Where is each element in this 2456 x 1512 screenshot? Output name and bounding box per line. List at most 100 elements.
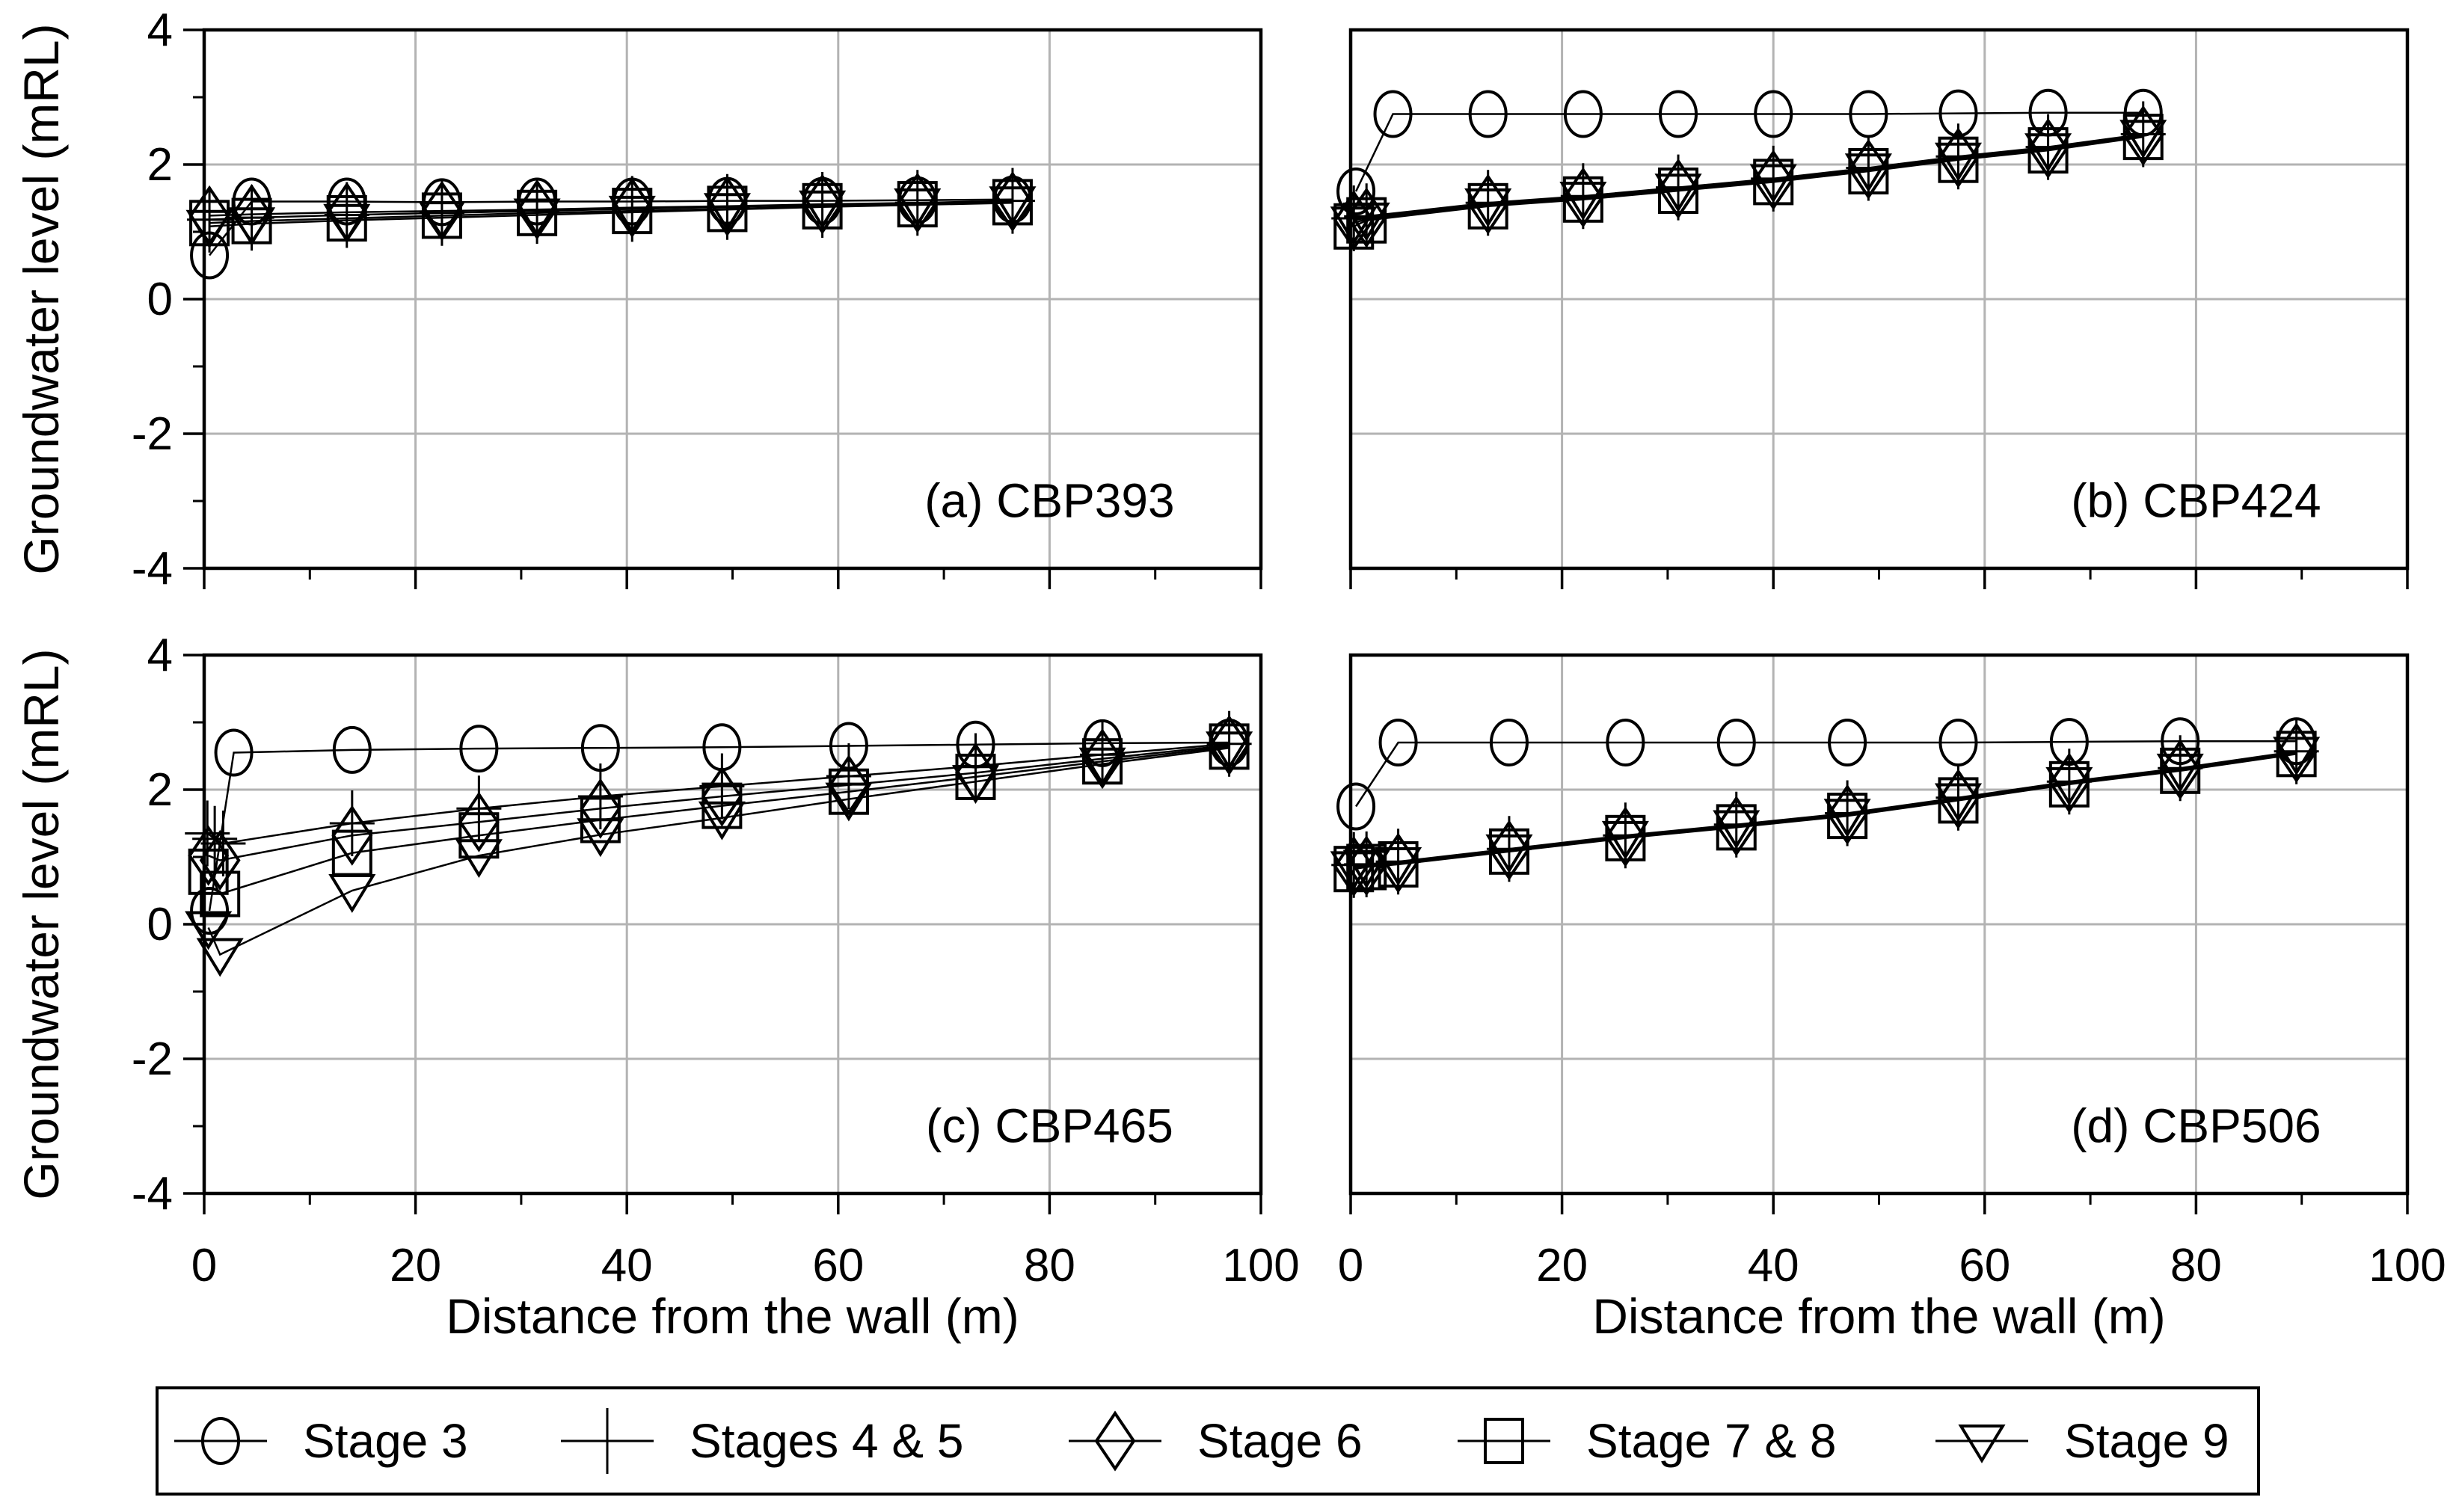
marker-triangle-down (228, 207, 276, 247)
marker-square (1938, 136, 1979, 183)
marker-triangle-down (328, 874, 376, 913)
gridlines (204, 655, 1261, 1193)
marker-square (458, 812, 500, 859)
x-tick-label: 100 (1222, 1240, 1299, 1291)
marker-triangle-down (2045, 766, 2093, 806)
marker-triangle-down (1342, 202, 1390, 242)
y-axis-title: Groundwater level (mRL) (13, 23, 69, 574)
x-tick-label: 100 (2368, 1240, 2446, 1291)
marker-circle (1489, 719, 1529, 766)
x-tick-label: 40 (1748, 1240, 1799, 1291)
x-tick-label: 40 (601, 1240, 653, 1291)
panel-d: 0 20 40 60 80 100 Distance from the wall (m) (d… (1330, 653, 2446, 1344)
marker-circle (190, 887, 230, 935)
marker-circle (214, 728, 254, 777)
series-line (1353, 135, 2143, 224)
marker-plus (329, 790, 375, 856)
marker-square (1346, 197, 1387, 244)
marker-diamond (2276, 722, 2318, 784)
marker-diamond (992, 170, 1034, 233)
x-axis-title: Distance from the wall (m) (446, 1288, 1019, 1344)
marker-triangle-down (799, 190, 847, 230)
y-axis-title: Groundwater level (mRL) (13, 648, 69, 1199)
marker-diamond (331, 805, 373, 866)
marker-circle (1606, 719, 1645, 766)
marker-diamond (1938, 769, 1979, 830)
marker-square (2027, 127, 2069, 174)
marker-circle (1336, 168, 1376, 215)
marker-plus (456, 775, 502, 842)
series-line (1354, 133, 2143, 220)
marker-circle (1336, 782, 1376, 831)
marker-triangle-down (185, 209, 233, 249)
marker-diamond (707, 176, 748, 237)
marker-circle (1659, 90, 1698, 138)
gridlines (1351, 655, 2407, 1193)
marker-square (1605, 814, 1646, 861)
marker-square (2048, 760, 2090, 808)
ticks (1349, 1193, 2409, 1214)
x-tick-label: 60 (812, 1240, 864, 1291)
marker-diamond (1094, 1410, 1136, 1472)
legend-item-stage-9: Stage 9 (1935, 1414, 2229, 1468)
marker-circle (1378, 719, 1418, 766)
marker-triangle-down (185, 911, 233, 950)
marker-triangle-down (1654, 173, 1702, 213)
legend-label: Stage 9 (2064, 1414, 2229, 1468)
marker-plus (585, 1408, 630, 1474)
marker-circle (459, 725, 499, 773)
legend-label: Stage 3 (303, 1414, 468, 1468)
marker-triangle-down (2024, 133, 2072, 173)
legend-item-stage-3: Stage 3 (174, 1414, 468, 1468)
marker-circle (1563, 90, 1603, 138)
marker-diamond (1604, 806, 1646, 867)
marker-triangle-down (703, 193, 751, 233)
series-line (208, 744, 1229, 861)
marker-square (1484, 1418, 1524, 1464)
marker-diamond (1847, 138, 1889, 200)
series-stage-9 (185, 731, 1253, 977)
x-axis-title: Distance from the wall (m) (1592, 1288, 2166, 1344)
marker-triangle-down (989, 186, 1037, 226)
series-stage-6 (1333, 105, 2164, 251)
marker-triangle-down (1464, 188, 1512, 227)
marker-triangle-down (323, 203, 371, 243)
x-tick-label: 60 (1959, 1240, 2010, 1291)
series-line (209, 198, 1013, 256)
marker-diamond (188, 825, 230, 886)
marker-diamond (897, 172, 939, 233)
series-stages-4-5 (1331, 718, 2319, 898)
marker-circle (1373, 90, 1413, 138)
marker-diamond (1333, 836, 1375, 897)
marker-square (2122, 114, 2164, 161)
marker-triangle-down (1934, 783, 1983, 823)
marker-diamond (1209, 715, 1250, 776)
marker-triangle-down (608, 195, 656, 235)
marker-triangle-down (1559, 182, 1607, 221)
x-tick-label: 20 (1536, 1240, 1588, 1291)
marker-triangle-down (2156, 753, 2204, 793)
marker-triangle-down (1206, 731, 1253, 771)
marker-diamond (1657, 158, 1699, 219)
x-tick-label: 0 (1338, 1240, 1363, 1291)
marker-diamond (1716, 796, 1757, 857)
series-stages-4-5 (1331, 101, 2166, 251)
legend-box (156, 1386, 2260, 1496)
marker-square (1346, 843, 1387, 891)
marker-triangle-down (2119, 120, 2167, 159)
marker-diamond (1752, 150, 1794, 211)
marker-diamond (1938, 127, 1979, 188)
marker-square (2276, 731, 2317, 778)
gridlines (204, 30, 1261, 568)
ticks (183, 654, 1262, 1214)
marker-circle (1754, 90, 1793, 138)
y-tick-label: 0 (147, 899, 173, 950)
marker-plus (826, 743, 871, 809)
marker-triangle-down (1958, 1425, 2006, 1463)
marker-triangle-down (196, 938, 244, 977)
marker-plus (200, 811, 246, 876)
panel-b: (b) CBP424 (1330, 28, 2410, 589)
